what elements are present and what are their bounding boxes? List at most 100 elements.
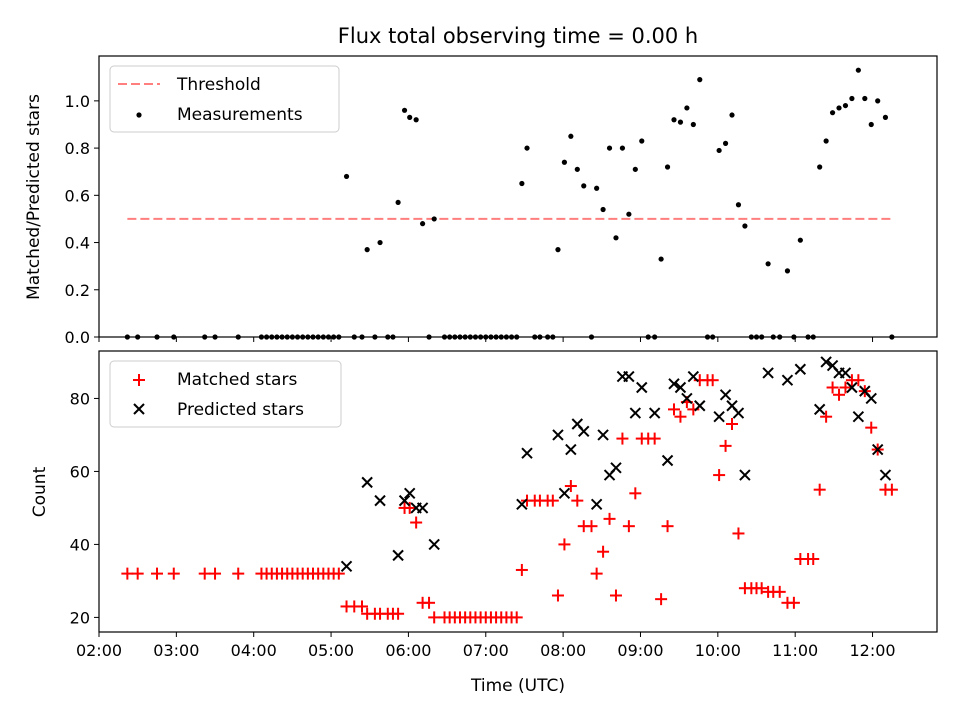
matched-point [121,567,134,580]
predicted-point [794,363,807,375]
y-tick-label: 80 [70,389,90,408]
measurement-point [619,145,626,151]
measurement-point [664,164,671,170]
matched-point [515,563,528,576]
measurement-point [742,223,748,229]
matched-point [616,432,629,445]
matched-point [755,582,768,595]
matched-point [167,567,180,580]
matched-point [356,600,369,613]
measurement-point [823,138,829,144]
predicted-point [521,447,533,459]
measurement-point [632,166,638,172]
matched-point [833,388,846,401]
measurement-point [613,235,619,241]
predicted-point [392,549,404,562]
predicted-point [879,469,892,481]
matched-point [585,520,598,533]
matched-point [510,611,523,624]
measurement-point [677,119,684,125]
predicted-point [762,367,774,379]
predicted-point [629,407,642,419]
measurement-point [729,112,735,118]
bottom-legend-box [109,360,342,428]
x-tick-label: 04:00 [231,641,277,660]
measurement-point [561,159,568,165]
predicted-point [852,410,865,423]
predicted-point [552,429,564,441]
predicted-point [781,374,794,386]
top-legend: Threshold Measurements [109,65,340,133]
matched-point [719,439,732,452]
measurement-point [419,221,426,227]
measurement-point [606,145,613,151]
matched-point [232,567,245,580]
bottom-legend: Matched stars Predicted stars [109,360,342,428]
measurement-point [407,114,413,120]
predicted-point [871,443,884,456]
matched-point [813,483,826,496]
matched-point [826,381,839,394]
y-tick-label: 0.0 [65,328,90,347]
predicted-point [648,407,661,419]
predicted-point [865,392,877,405]
measurement-point [600,206,606,213]
predicted-point [578,425,590,437]
y-tick-label: 1.0 [65,92,90,111]
predicted-point [681,392,693,405]
matched-point [667,403,680,416]
matched-point [726,417,739,430]
measurement-point [377,239,383,246]
count-points [121,356,898,624]
measurement-point [658,256,664,262]
x-axis-label: Time (UTC) [470,676,565,696]
bottom-y-ticks: 20 40 60 80 [70,389,99,627]
y-tick-label: 20 [70,608,90,627]
predicted-point [719,389,732,401]
chart-title: Flux total observing time = 0.00 h [338,24,698,48]
predicted-point [813,403,826,416]
measurement-point [574,166,580,172]
measurement-point [343,173,350,180]
matched-point [807,553,820,566]
measurement-point [431,216,437,222]
predicted-point [687,370,700,383]
measurement-point [568,133,574,139]
legend-matched-swatch [133,374,145,386]
y-tick-label: 0.4 [65,234,90,253]
predicted-point [516,498,528,510]
x-tick-label: 05:00 [308,641,354,660]
measurement-point [829,110,836,116]
matched-point [209,567,222,580]
measurement-point [626,211,632,217]
matched-point [392,607,405,620]
measurement-point [413,117,419,123]
bottom-axes-frame [98,350,938,633]
measurement-point [797,237,803,243]
x-tick-label: 07:00 [463,641,509,660]
matched-point [885,483,898,496]
matched-point [655,593,668,606]
predicted-point [739,469,751,481]
measurement-point [855,67,861,73]
matched-point [571,494,584,507]
matched-point [428,611,441,624]
matched-point [648,432,661,445]
measurement-point [735,202,742,208]
x-tick-label: 09:00 [617,641,663,660]
measurement-point [784,268,791,274]
top-y-axis-label: Matched/Predicted stars [24,94,44,300]
top-legend-box [109,65,340,133]
bottom-y-axis-label: Count [30,466,50,517]
matched-point [558,538,571,551]
measurement-point [765,261,771,267]
x-tick-label: 02:00 [76,641,122,660]
x-tick-label: 06:00 [385,641,431,660]
predicted-point [839,367,852,379]
y-tick-label: 60 [70,462,90,481]
measurement-point [555,247,561,253]
matched-point [590,567,603,580]
measurement-point [842,102,849,109]
predicted-point [668,378,680,390]
